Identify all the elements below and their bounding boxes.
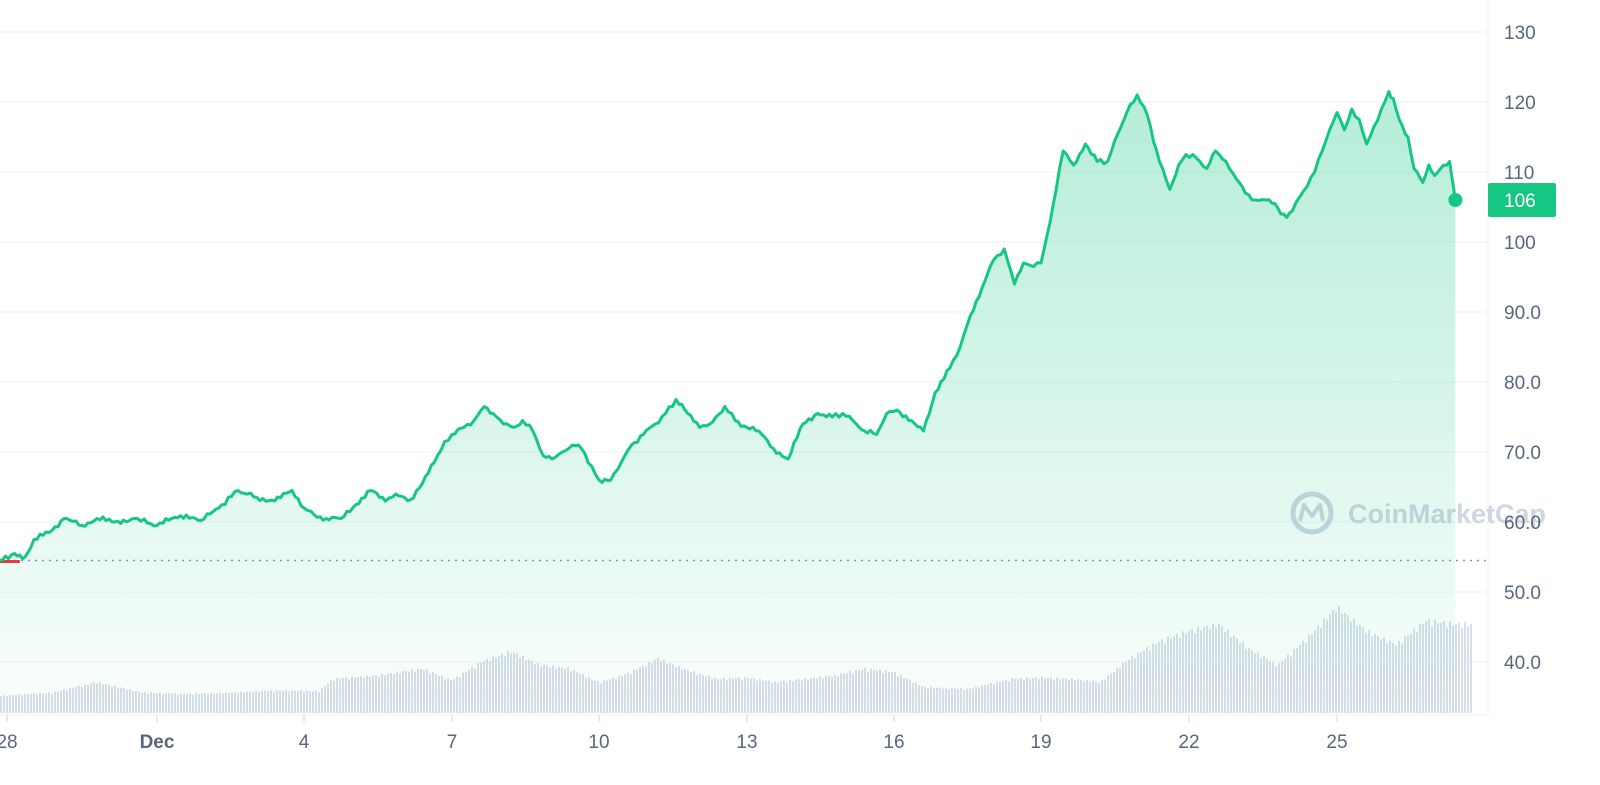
price-badge-label: 106 (1504, 191, 1536, 212)
x-tick-label: 13 (736, 732, 757, 753)
price-area-fill (0, 91, 1456, 713)
price-badge-background (1488, 183, 1556, 217)
price-area (0, 91, 1456, 713)
price-line-path (0, 90, 1457, 562)
y-axis: 130 120 110 100 90.0 80.0 70.0 60.0 50.0 40.0 (1504, 23, 1541, 674)
x-tick-label: 7 (447, 732, 458, 753)
y-tick-label: 130 (1504, 23, 1536, 44)
x-tick-label: 19 (1030, 732, 1051, 753)
y-tick-label: 60.0 (1504, 513, 1541, 534)
y-tick-label: 80.0 (1504, 373, 1541, 394)
y-tick-label: 100 (1504, 233, 1536, 254)
x-tick-label: 10 (588, 732, 609, 753)
y-tick-label: 50.0 (1504, 583, 1541, 604)
x-tick-label: 25 (1326, 732, 1347, 753)
price-badge: 106 (1488, 183, 1556, 217)
x-tick-label: Dec (140, 732, 175, 753)
x-tick-label: 28 (0, 732, 18, 753)
y-tick-label: 40.0 (1504, 653, 1541, 674)
y-tick-label: 70.0 (1504, 443, 1541, 464)
current-price-dot (1448, 193, 1463, 207)
x-tick-label: 4 (299, 732, 310, 753)
y-tick-label: 110 (1504, 163, 1534, 184)
x-tick-label: 16 (883, 732, 904, 753)
current-price-marker (1448, 193, 1463, 207)
y-tick-label: 120 (1504, 93, 1536, 114)
y-tick-label: 90.0 (1504, 303, 1541, 324)
price-line (0, 90, 1457, 563)
x-tick-label: 22 (1178, 732, 1199, 753)
x-axis: 28 Dec 4 7 10 13 16 19 22 25 (0, 715, 1348, 753)
